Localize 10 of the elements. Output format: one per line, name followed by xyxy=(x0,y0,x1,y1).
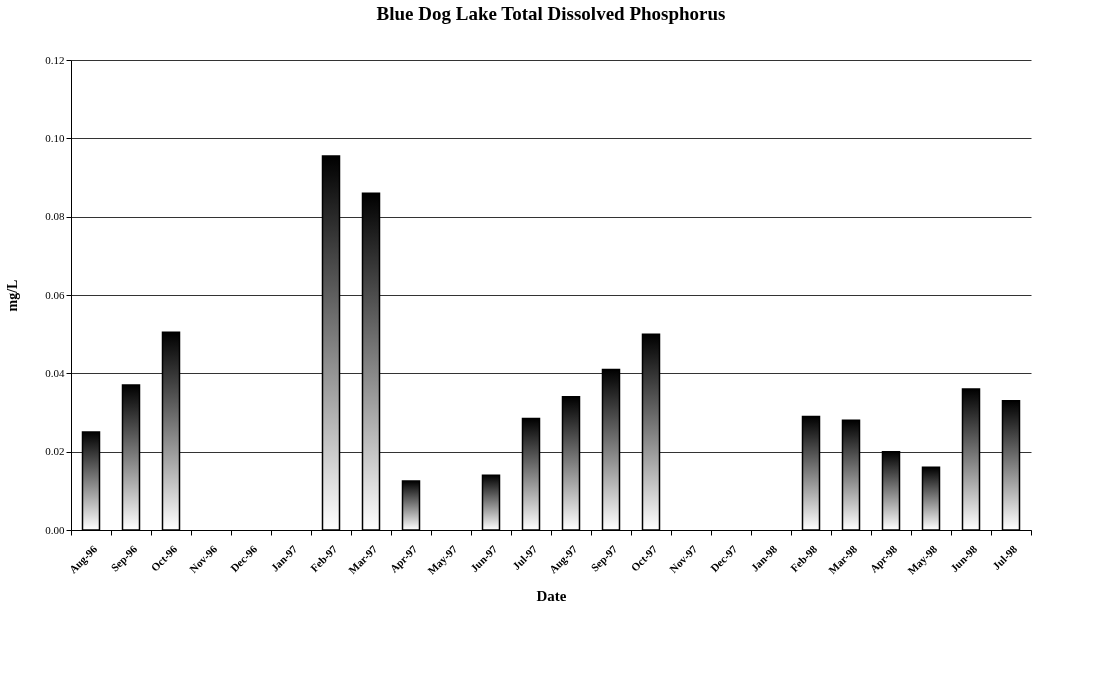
chart-title: Blue Dog Lake Total Dissolved Phosphorus xyxy=(376,3,726,24)
y-tick-label: 0.06 xyxy=(45,288,65,301)
y-tick-label: 0.02 xyxy=(45,445,65,458)
y-tick-label: 0.12 xyxy=(45,53,65,66)
y-tick-label: 0.08 xyxy=(45,210,65,223)
x-axis-title: Date xyxy=(536,587,567,604)
y-tick-label: 0.04 xyxy=(45,366,65,379)
y-tick-label: 0.10 xyxy=(45,131,65,144)
y-axis-title: mg/L xyxy=(5,279,21,312)
y-tick-label: 0.00 xyxy=(45,523,65,536)
